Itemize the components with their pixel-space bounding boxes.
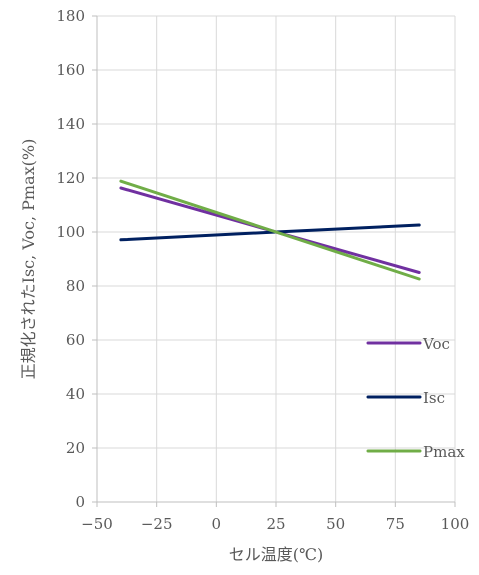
y-tick-label: 0 [75,493,85,511]
x-tick-label: 75 [386,515,405,533]
y-tick-label: 40 [66,385,85,403]
series-layer [119,179,421,281]
legend-label-isc: Isc [423,389,445,407]
y-axis-title: 正規化されたIsc, Voc, Pmax(%) [19,139,38,380]
x-tick-label: 25 [266,515,285,533]
legend-label-voc: Voc [422,335,450,353]
y-tick-label: 120 [56,169,85,187]
x-tick-label: 100 [441,515,470,533]
series-line-pmax [119,179,421,281]
x-axis-title: セル温度(℃) [229,545,323,564]
y-tick-label: 20 [66,439,85,457]
x-tick-label: 50 [326,515,345,533]
y-tick-label: 140 [56,115,85,133]
x-tick-label: −25 [141,515,173,533]
grid [97,15,456,502]
y-tick-label: 180 [56,7,85,25]
legend: Voc Isc Pmax [366,335,465,461]
legend-label-pmax: Pmax [423,443,465,461]
y-tick-label: 100 [56,223,85,241]
x-tick-label: −50 [81,515,113,533]
y-tick-label: 160 [56,61,85,79]
axes: 0 20 40 60 80 100 120 140 160 180 −50 −25 0 25 50 75 100 [56,7,469,533]
y-tick-label: 80 [66,277,85,295]
x-tick-label: 0 [212,515,222,533]
y-tick-label: 60 [66,331,85,349]
